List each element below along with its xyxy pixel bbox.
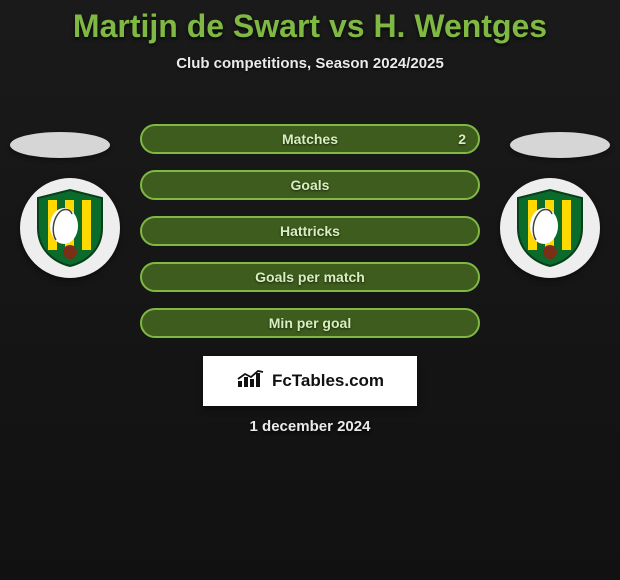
stat-label: Goals per match: [255, 269, 365, 285]
avatar-left: [20, 178, 120, 278]
brand-badge: FcTables.com: [203, 356, 417, 406]
avatar-left-halo: [10, 132, 110, 158]
stat-right-value: 2: [458, 131, 466, 147]
stat-bar-min-per-goal: Min per goal: [140, 308, 480, 338]
stat-label: Goals: [291, 177, 330, 193]
stat-label: Hattricks: [280, 223, 340, 239]
stat-bar-goals: Goals: [140, 170, 480, 200]
subtitle: Club competitions, Season 2024/2025: [0, 55, 620, 72]
club-crest-left-icon: [20, 178, 120, 278]
stat-bar-matches: Matches 2: [140, 124, 480, 154]
brand-text: FcTables.com: [272, 371, 384, 391]
avatar-right-halo: [510, 132, 610, 158]
stat-bar-hattricks: Hattricks: [140, 216, 480, 246]
club-crest-right-icon: [500, 178, 600, 278]
page-title: Martijn de Swart vs H. Wentges: [0, 0, 620, 45]
date-text: 1 december 2024: [0, 418, 620, 435]
stat-bar-goals-per-match: Goals per match: [140, 262, 480, 292]
stat-label: Min per goal: [269, 315, 351, 331]
avatar-right: [500, 178, 600, 278]
chart-icon: [236, 369, 266, 394]
comparison-stage: Matches 2 Goals Hattricks Goals per matc…: [0, 88, 620, 508]
stat-bars: Matches 2 Goals Hattricks Goals per matc…: [140, 124, 480, 354]
stat-label: Matches: [282, 131, 338, 147]
